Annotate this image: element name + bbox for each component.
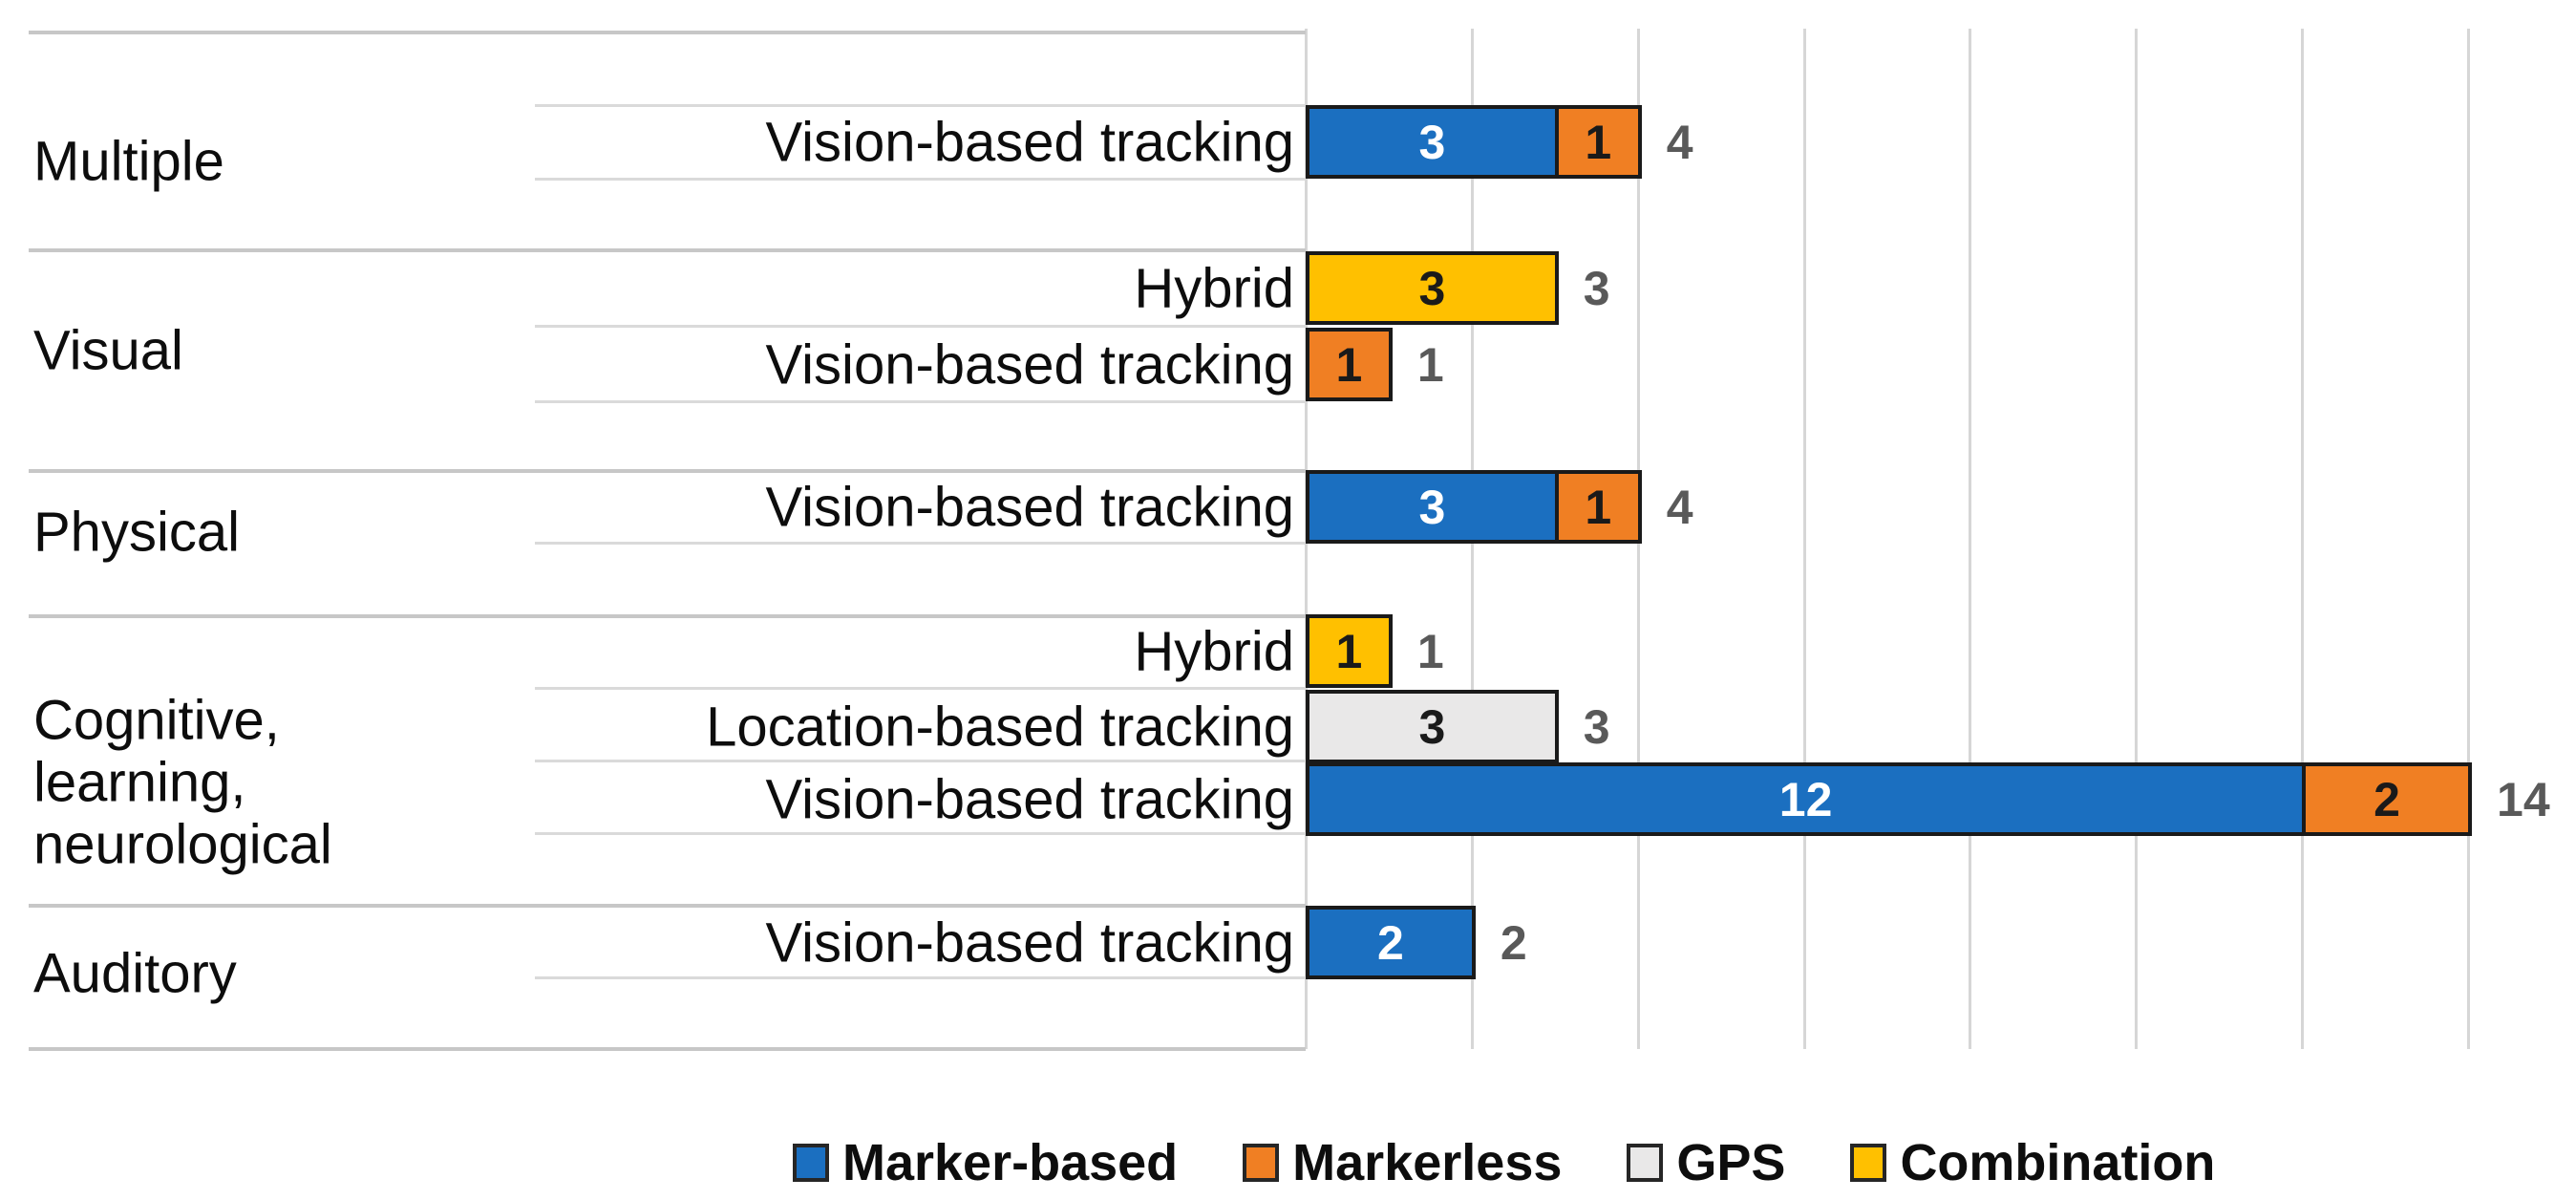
gridline — [2301, 29, 2305, 1049]
bar-segment: 1 — [1554, 470, 1642, 544]
leaf-separator-line — [535, 976, 1306, 979]
legend-item: Markerless — [1243, 1133, 1562, 1192]
legend-item: Marker-based — [793, 1133, 1178, 1192]
leaf-separator-line — [535, 178, 1306, 181]
category-label: Cognitive, learning, neurological — [33, 689, 332, 876]
category-label: Physical — [33, 501, 240, 564]
category-separator-line — [29, 248, 1306, 252]
gridline — [1802, 29, 1806, 1049]
category-separator-line — [29, 904, 1306, 908]
bar-total-label: 1 — [1416, 624, 1444, 678]
bar-segment: 12 — [1306, 762, 2307, 836]
segment-value-label: 1 — [1335, 337, 1363, 392]
category-separator-line — [29, 614, 1306, 618]
row-label: Location-based tracking — [706, 696, 1294, 758]
row-label: Hybrid — [1134, 620, 1294, 682]
legend-swatch — [1627, 1144, 1664, 1182]
segment-value-label: 2 — [2374, 772, 2400, 826]
leaf-separator-line — [535, 104, 1306, 107]
segment-value-label: 12 — [1778, 772, 1833, 826]
category-label: Multiple — [33, 130, 224, 193]
category-separator-line — [29, 1047, 1306, 1051]
bar-segment: 3 — [1306, 251, 1559, 325]
bar-segment: 2 — [1306, 906, 1476, 979]
bar-total-label: 2 — [1500, 915, 1527, 970]
row-label: Vision-based tracking — [765, 911, 1294, 974]
legend-item: Combination — [1850, 1133, 2215, 1192]
gridline — [2467, 29, 2471, 1049]
legend-swatch — [793, 1144, 829, 1182]
legend-swatch — [1850, 1144, 1887, 1182]
legend-label: Marker-based — [842, 1134, 1179, 1191]
bar-segment: 1 — [1554, 105, 1642, 179]
bar-total-label: 3 — [1583, 261, 1610, 315]
leaf-separator-line — [535, 542, 1306, 545]
row-label: Vision-based tracking — [765, 768, 1294, 830]
legend-label: GPS — [1676, 1134, 1786, 1191]
legend: Marker-based Markerless GPS Combination — [793, 1133, 2215, 1192]
segment-value-label: 3 — [1418, 480, 1446, 534]
category-separator-line — [29, 31, 1306, 34]
bar-segment: 3 — [1306, 470, 1559, 544]
segment-value-label: 1 — [1585, 480, 1612, 534]
legend-label: Markerless — [1292, 1134, 1563, 1191]
bar-total-label: 4 — [1666, 115, 1693, 169]
category-label: Auditory — [33, 942, 237, 1005]
bar-segment: 2 — [2302, 762, 2473, 836]
leaf-separator-line — [535, 687, 1306, 690]
bar-total-label: 14 — [2497, 772, 2550, 826]
leaf-separator-line — [535, 400, 1306, 403]
row-label: Vision-based tracking — [765, 111, 1294, 173]
leaf-separator-line — [535, 832, 1306, 835]
bar-total-label: 1 — [1416, 337, 1444, 392]
segment-value-label: 2 — [1377, 915, 1404, 970]
segment-value-label: 1 — [1585, 115, 1612, 169]
bar-segment: 1 — [1306, 328, 1393, 401]
category-separator-line — [29, 469, 1306, 473]
segment-value-label: 1 — [1335, 624, 1363, 678]
row-label: Vision-based tracking — [765, 476, 1294, 538]
bar-segment: 3 — [1306, 690, 1559, 763]
legend-swatch — [1243, 1144, 1280, 1182]
leaf-separator-line — [535, 760, 1306, 762]
segment-value-label: 3 — [1418, 115, 1446, 169]
legend-label: Combination — [1900, 1134, 2216, 1191]
bar-total-label: 3 — [1583, 699, 1610, 754]
gridline — [2135, 29, 2139, 1049]
segment-value-label: 3 — [1418, 699, 1446, 754]
row-label: Hybrid — [1134, 257, 1294, 319]
category-label: Visual — [33, 319, 183, 382]
bar-total-label: 4 — [1666, 480, 1693, 534]
row-label: Vision-based tracking — [765, 333, 1294, 396]
bar-segment: 1 — [1306, 614, 1393, 688]
gridline — [1969, 29, 1972, 1049]
leaf-separator-line — [535, 325, 1306, 328]
legend-item: GPS — [1627, 1133, 1785, 1192]
bar-segment: 3 — [1306, 105, 1559, 179]
segment-value-label: 3 — [1418, 261, 1446, 315]
